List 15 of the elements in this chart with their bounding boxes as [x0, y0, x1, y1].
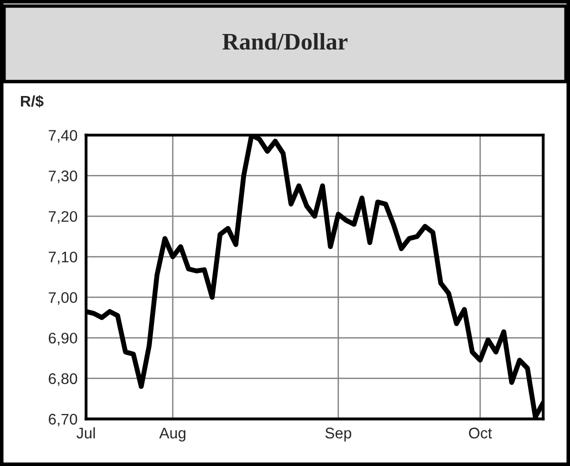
y-tick-label: 7,00	[48, 292, 78, 305]
x-tick-label: Sep	[325, 428, 352, 442]
y-tick-label: 7,10	[48, 252, 78, 264]
y-tick-label: 7,30	[48, 170, 78, 184]
y-tick-label: 6,70	[48, 414, 78, 426]
x-tick-label: Oct	[468, 428, 492, 438]
x-tick-label: Jul	[76, 427, 95, 438]
y-tick-label: 7,20	[48, 211, 78, 224]
chart-title: Rand/Dollar	[222, 33, 348, 50]
y-tick-label: 6,80	[48, 373, 78, 386]
x-tick-label: Aug	[159, 428, 186, 442]
y-tick-label: 6,90	[48, 332, 78, 346]
line-series	[86, 135, 544, 419]
y-axis-title: R/$	[20, 95, 44, 108]
y-tick-label: 7,40	[48, 130, 78, 143]
